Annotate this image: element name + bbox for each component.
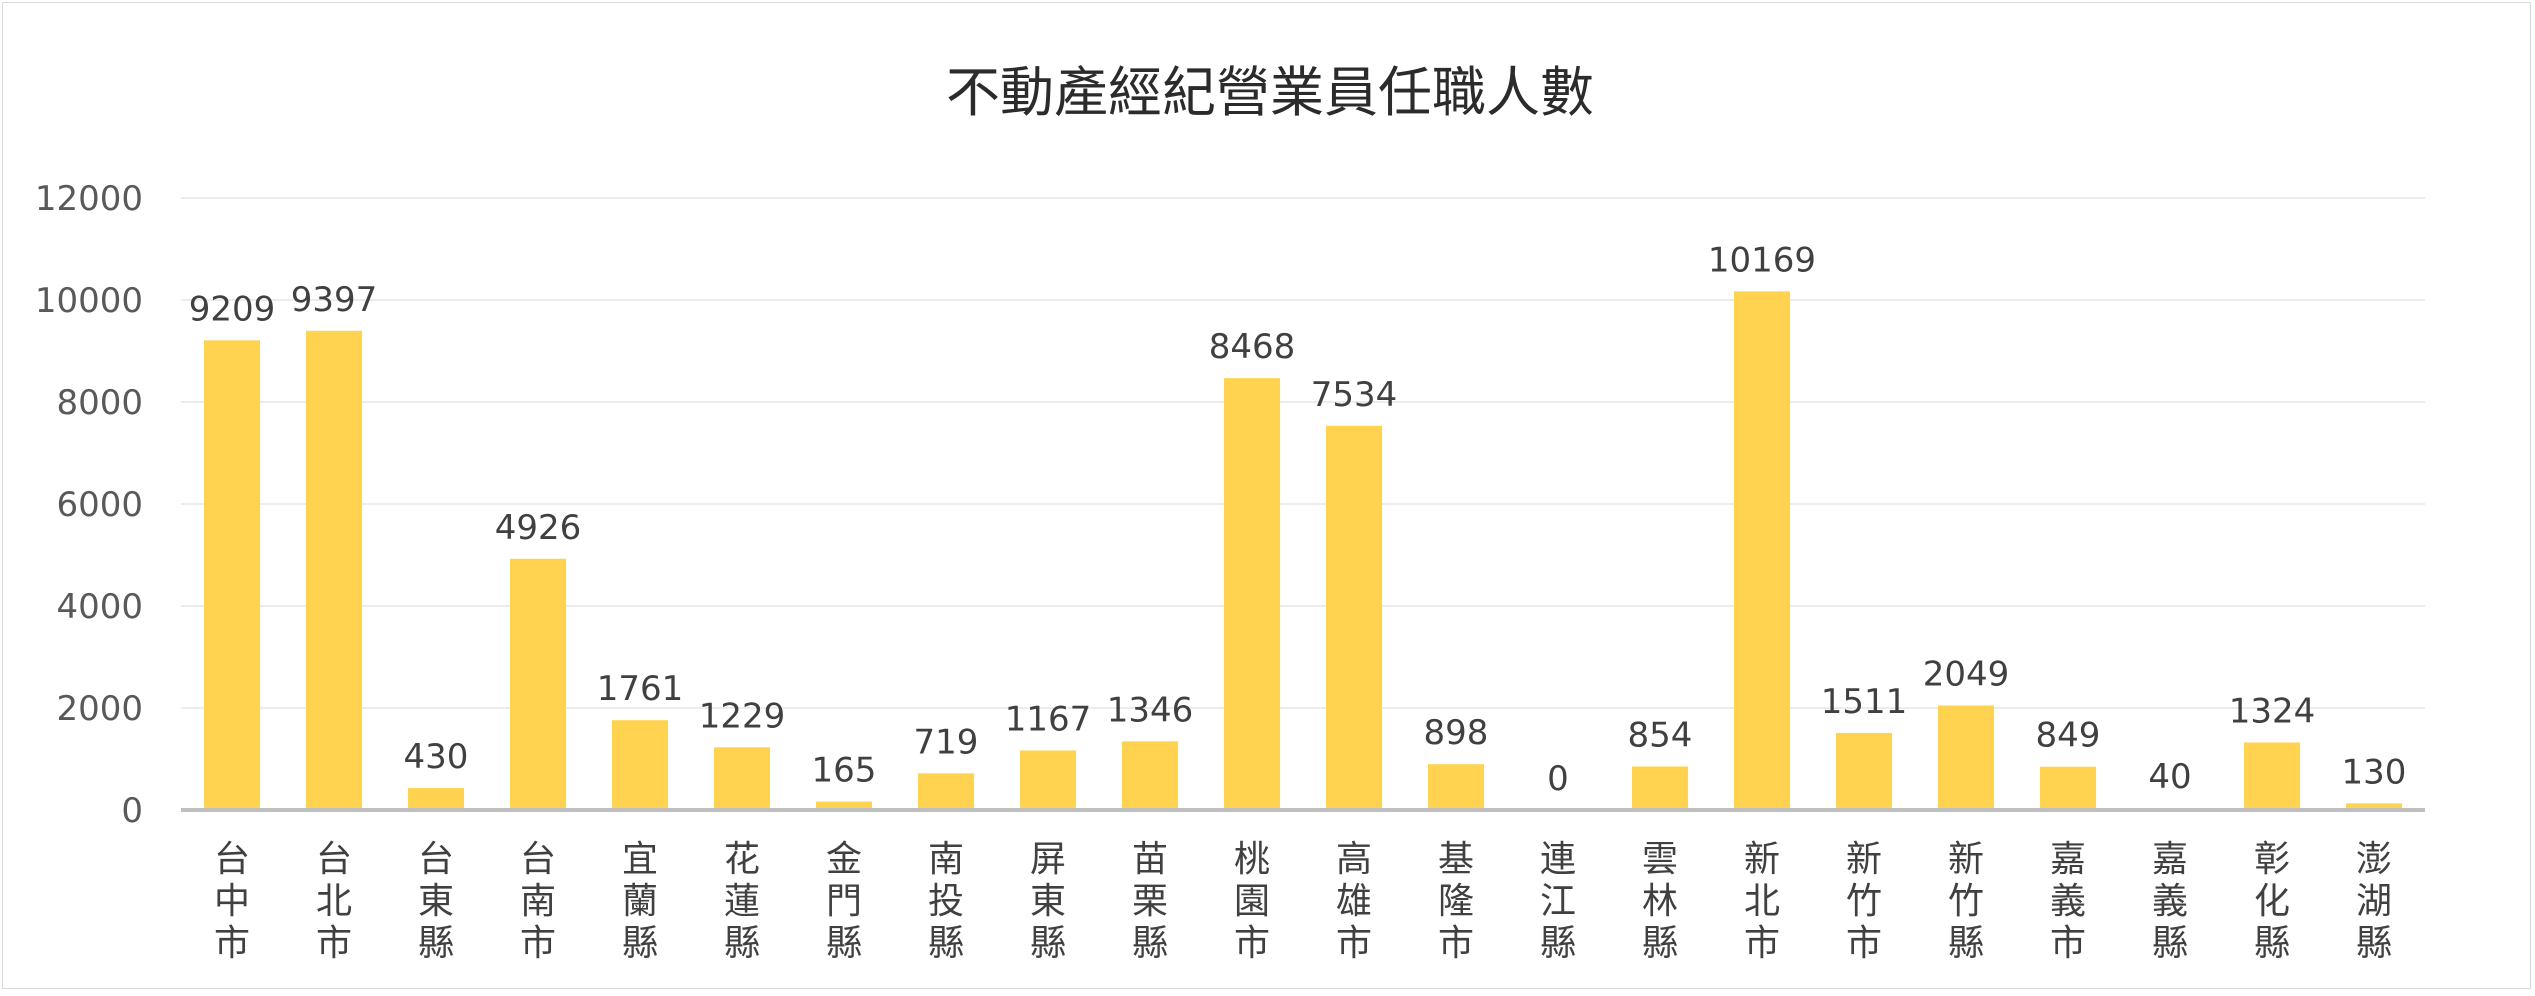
chart-title: 不動產經紀營業員任職人數 <box>946 61 1594 124</box>
data-label: 10169 <box>1708 240 1816 280</box>
y-tick-label: 2000 <box>56 689 143 729</box>
bar <box>305 330 363 810</box>
data-label: 7534 <box>1311 375 1398 415</box>
x-tick-label: 連江縣 <box>1540 839 1576 964</box>
x-tick-label: 台北市 <box>316 839 352 964</box>
x-tick-label: 新北市 <box>1744 839 1780 964</box>
x-tick-label: 嘉義縣 <box>2152 839 2188 964</box>
x-tick-label: 台東縣 <box>418 839 454 964</box>
data-labels: 9209 9397 430 4926 1761 1229 165 719 1167 1346 846… <box>189 240 2407 799</box>
x-tick-label: 新竹市 <box>1846 839 1882 964</box>
x-tick-label: 雲林縣 <box>1642 839 1678 964</box>
x-tick-label: 屏東縣 <box>1030 839 1066 964</box>
x-tick-label: 新竹縣 <box>1948 839 1984 964</box>
bar <box>203 340 261 810</box>
bar <box>1427 764 1485 810</box>
x-tick-label: 宜蘭縣 <box>622 839 658 964</box>
bar <box>1937 705 1995 810</box>
data-label: 854 <box>1628 715 1693 755</box>
x-tick-label: 苗栗縣 <box>1132 839 1168 964</box>
data-label: 1761 <box>597 669 684 709</box>
x-tick-label: 台南市 <box>520 839 556 964</box>
data-label: 2049 <box>1923 655 2010 695</box>
x-tick-label: 桃園市 <box>1234 839 1270 964</box>
y-tick-label: 10000 <box>35 281 143 321</box>
bar <box>611 720 669 810</box>
data-label: 1324 <box>2229 691 2316 731</box>
y-tick-label: 4000 <box>56 587 143 627</box>
data-label: 130 <box>2342 752 2407 792</box>
bar <box>2243 742 2301 810</box>
bar <box>1223 378 1281 810</box>
data-label: 719 <box>914 722 979 762</box>
bar <box>713 747 771 810</box>
data-label: 9397 <box>291 280 378 320</box>
x-tick-label: 澎湖縣 <box>2356 839 2392 964</box>
data-label: 849 <box>2036 716 2101 756</box>
bar <box>2039 766 2097 810</box>
x-tick-label: 嘉義市 <box>2050 839 2086 964</box>
x-tick-label: 彰化縣 <box>2254 839 2290 964</box>
y-tick-label: 0 <box>121 791 143 831</box>
x-axis-ticks: 台中市 台北市 台東縣 台南市 宜蘭縣 花蓮縣 金門縣 南投縣 屏東縣 苗栗縣 桃園市 高雄市 基隆市 連… <box>214 839 2392 964</box>
bar <box>917 773 975 810</box>
bar-chart: 不動產經紀營業員任職人數 0 2000 4000 6000 8000 10000 12000… <box>35 61 2425 964</box>
x-tick-label: 台中市 <box>214 839 250 964</box>
data-label: 1229 <box>699 696 786 736</box>
y-tick-label: 8000 <box>56 383 143 423</box>
bar <box>815 801 873 810</box>
data-label: 9209 <box>189 289 276 329</box>
bar <box>1325 425 1383 810</box>
bar <box>1835 732 1893 810</box>
data-label: 1511 <box>1821 682 1908 722</box>
bar <box>509 558 567 810</box>
bar <box>1019 750 1077 810</box>
x-tick-label: 基隆市 <box>1438 839 1474 964</box>
data-label: 0 <box>1547 759 1569 799</box>
bar <box>407 788 465 810</box>
y-axis-ticks: 0 2000 4000 6000 8000 10000 12000 <box>35 179 143 831</box>
data-label: 8468 <box>1209 327 1296 367</box>
bar <box>1733 291 1791 811</box>
x-tick-label: 花蓮縣 <box>724 839 760 964</box>
data-label: 4926 <box>495 508 582 548</box>
x-tick-label: 南投縣 <box>928 839 964 964</box>
bar <box>2345 803 2403 810</box>
bar <box>1121 741 1179 810</box>
data-label: 898 <box>1424 713 1489 753</box>
x-tick-label: 金門縣 <box>826 839 862 964</box>
y-tick-label: 6000 <box>56 485 143 525</box>
x-tick-label: 高雄市 <box>1336 839 1372 964</box>
bar <box>1631 766 1689 810</box>
data-label: 1167 <box>1005 699 1092 739</box>
data-label: 1346 <box>1107 690 1194 730</box>
data-label: 165 <box>812 751 877 791</box>
y-tick-label: 12000 <box>35 179 143 219</box>
data-label: 430 <box>404 737 469 777</box>
data-label: 40 <box>2148 757 2191 797</box>
bars <box>203 291 2403 811</box>
